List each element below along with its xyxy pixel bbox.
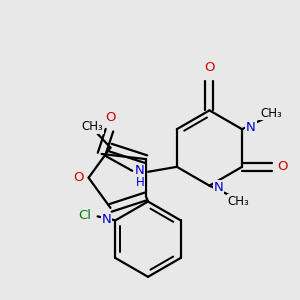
Text: O: O bbox=[105, 111, 116, 124]
Text: H: H bbox=[136, 176, 145, 189]
Text: N: N bbox=[214, 181, 223, 194]
Text: O: O bbox=[278, 160, 288, 173]
Text: CH₃: CH₃ bbox=[227, 195, 249, 208]
Text: CH₃: CH₃ bbox=[260, 107, 282, 120]
Text: O: O bbox=[204, 61, 215, 74]
Text: Cl: Cl bbox=[78, 209, 91, 222]
Text: CH₃: CH₃ bbox=[82, 120, 104, 133]
Text: N: N bbox=[246, 121, 256, 134]
Text: N: N bbox=[102, 213, 111, 226]
Text: N: N bbox=[134, 164, 144, 177]
Text: O: O bbox=[74, 171, 84, 184]
